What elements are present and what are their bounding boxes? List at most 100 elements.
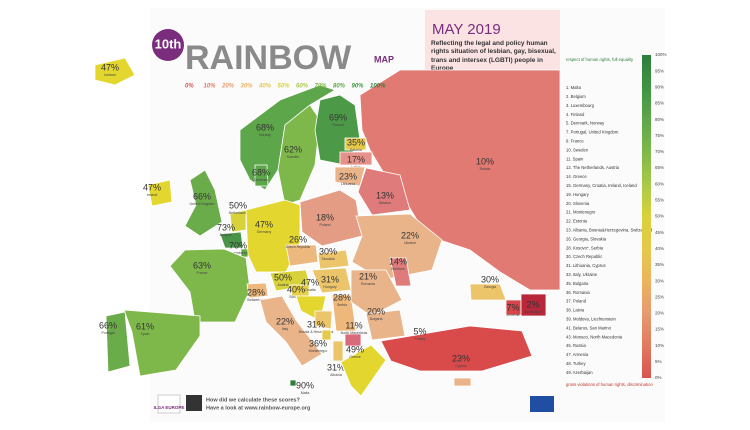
scale-label: 30%: [241, 84, 254, 90]
ranking-entry: 23. Albania, Bosnia&Herzegovina, Switzer…: [566, 228, 653, 233]
country-score: 22%: [401, 230, 419, 240]
legend-tick: 10%: [655, 343, 664, 348]
country-score: 47%: [255, 219, 273, 229]
country-score: 50%: [274, 272, 292, 282]
ranking-entry: 20. Slovenia: [566, 201, 590, 206]
ranking-entry: 38. Latvia: [566, 308, 585, 313]
country-score: 50%: [229, 200, 247, 210]
org: ILGA EUROPE: [154, 405, 185, 410]
country-score: 47%: [301, 277, 319, 287]
ranking-entry: 5. Denmark, Norway: [566, 121, 605, 126]
country-shape: [317, 249, 350, 270]
country-name: Montenegro: [309, 349, 328, 353]
ranking-entry: 2. Belgium: [566, 94, 586, 99]
country: 63%France: [169, 248, 251, 323]
scale-label: 20%: [221, 84, 235, 90]
subtitle: MAP: [374, 54, 394, 64]
country-name: Russia: [480, 167, 491, 171]
ranking-entry: 12. The Netherlands, Austria: [566, 165, 620, 170]
country: 7%Armenia: [505, 299, 522, 317]
country: 28%Switzerland: [246, 282, 269, 302]
legend-tick: 40%: [655, 246, 664, 251]
country-score: 7%: [506, 302, 519, 312]
country-score: 73%: [217, 222, 235, 232]
country-score: 49%: [346, 344, 364, 354]
country-shape: [365, 309, 406, 341]
country-score: 14%: [389, 256, 407, 266]
description: Reflecting the legal and policy human ri…: [431, 40, 556, 73]
edition: 10th: [155, 36, 182, 51]
legend-tick: 75%: [655, 133, 664, 138]
ranking: 1. Malta 2. Belgium 3. Luxembourg 4. Finlan…: [566, 85, 653, 375]
ranking-entry: 15. Germany, Croatia, Ireland, Iceland: [566, 183, 637, 188]
country-name: Malta: [301, 391, 310, 395]
country-score: 31%: [321, 274, 339, 284]
country: 66%Portugal: [99, 311, 131, 373]
country-score: 5%: [413, 326, 426, 336]
legend-bar: [642, 55, 651, 378]
country-name: Norway: [259, 133, 271, 137]
country-name: Netherlands: [229, 211, 248, 215]
country-score: 2%: [526, 299, 539, 309]
country-score: 11%: [345, 320, 362, 330]
country-score: 69%: [329, 112, 347, 122]
ranking-entry: 31. Lithuania, Cyprus: [566, 263, 606, 268]
map: 47%Iceland68%Norway62%Sweden69%Finland10…: [94, 57, 561, 397]
country: 2%Azerbaijan: [520, 293, 547, 317]
country-shape: [339, 151, 373, 166]
country-score: 90%: [296, 380, 314, 390]
legend-tick: 85%: [655, 101, 664, 106]
legend-tick: 65%: [655, 165, 664, 170]
country-name: Cyprus: [455, 364, 466, 368]
country: 73%Belgium: [217, 222, 244, 249]
ranking-entry: 47. Armenia: [566, 352, 589, 357]
legend-tick: 30%: [655, 278, 664, 283]
country-name: Spain: [141, 332, 150, 336]
edition-badge: [152, 29, 184, 61]
country: 20%Bulgaria: [365, 306, 406, 341]
country-score: 28%: [247, 287, 265, 297]
country-score: 62%: [284, 144, 302, 154]
country-name: Estonia: [350, 148, 362, 152]
country-name: Bosnia & Herzegovina: [299, 330, 334, 334]
country-score: 13%: [376, 190, 394, 200]
ranking-entry: 14. Greece: [566, 174, 587, 179]
ranking-entry: 4. Finland: [566, 112, 585, 117]
scale-label: 80%: [333, 84, 346, 90]
legend-tick: 50%: [655, 214, 664, 219]
country-shape: [246, 282, 269, 299]
legend-tick: 60%: [655, 181, 664, 186]
country-name: Sweden: [287, 155, 300, 159]
country-shape: [123, 309, 201, 377]
country: 26%Czech Republic: [285, 234, 319, 267]
legend-tick: 20%: [655, 311, 664, 316]
country-score: 23%: [339, 171, 357, 181]
country-score: 20%: [367, 306, 385, 316]
ranking-entry: 21. Montenegro: [566, 210, 596, 215]
country-name: Armenia: [506, 313, 519, 317]
country-shape: [147, 179, 173, 207]
country-shape: [219, 231, 244, 249]
legend-tick: 100%: [655, 52, 667, 57]
ranking-entry: 26. Georgia, Slovakia: [566, 236, 607, 241]
country: 68%Denmark: [252, 164, 270, 187]
country-score: 26%: [289, 234, 307, 244]
country: 49%Greece: [340, 344, 387, 397]
country-score: 23%: [452, 353, 470, 363]
country-score: 31%: [307, 319, 325, 329]
country-shape: [259, 295, 323, 367]
country-score: 47%: [101, 62, 119, 72]
country-name: Belarus: [379, 201, 391, 205]
country-score: 35%: [347, 137, 365, 147]
logo: [157, 394, 181, 414]
legend-tick: 25%: [655, 294, 664, 299]
country-name: France: [197, 271, 208, 275]
country-shape: [332, 340, 344, 362]
title: RAINBOW: [185, 39, 352, 77]
country-score: 10%: [476, 156, 494, 166]
country: 10%Russia: [359, 69, 561, 291]
country-shape: [94, 57, 136, 86]
country-score: 17%: [347, 154, 365, 164]
eu-flag: [530, 396, 554, 412]
